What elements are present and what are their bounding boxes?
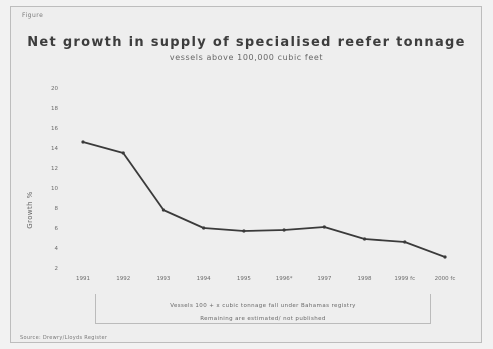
chart-note: Vessels 100 + x cubic tonnage fall under… xyxy=(95,300,431,326)
data-point xyxy=(202,226,206,230)
x-tick-label: 1994 xyxy=(197,276,211,282)
y-tick-label: 12 xyxy=(51,166,58,172)
x-tick-label: 1995 xyxy=(237,276,251,282)
data-point xyxy=(81,140,85,144)
figure-label: Figure xyxy=(22,12,44,19)
y-tick-label: 4 xyxy=(55,246,59,252)
y-tick-label: 2 xyxy=(55,266,59,272)
x-tick-label: 1991 xyxy=(76,276,90,282)
x-tick-label: 2000 fc xyxy=(435,276,456,282)
data-point xyxy=(282,228,286,232)
data-point xyxy=(161,208,166,212)
note-bracket xyxy=(95,294,431,324)
series-line xyxy=(82,141,446,258)
data-point xyxy=(362,237,367,241)
y-tick-label: 8 xyxy=(55,206,59,212)
chart-title: Net growth in supply of specialised reef… xyxy=(27,35,466,50)
y-tick-label: 18 xyxy=(51,106,58,112)
y-tick-label: 16 xyxy=(51,126,58,132)
source-note: Source: Drewry/Lloyds Register xyxy=(20,335,108,341)
data-point xyxy=(403,240,407,244)
data-point xyxy=(121,151,125,155)
x-tick-label: 1996* xyxy=(276,276,293,282)
chart-note-line-1: Vessels 100 + x cubic tonnage fall under… xyxy=(170,303,356,309)
x-tick-label: 1997 xyxy=(317,276,331,282)
data-point xyxy=(242,229,246,233)
y-tick-label: 20 xyxy=(51,86,58,92)
y-tick-label: 6 xyxy=(55,226,59,232)
chart-note-line-2: Remaining are estimated/ not published xyxy=(200,316,326,322)
chart-subtitle: vessels above 100,000 cubic feet xyxy=(169,53,324,62)
chart-frame xyxy=(10,6,482,343)
x-tick-label: 1992 xyxy=(116,276,130,282)
y-tick-label: 10 xyxy=(51,186,58,192)
x-tick-label: 1998 xyxy=(358,276,372,282)
data-point xyxy=(322,225,326,229)
x-tick-label: 1999 fc xyxy=(394,276,415,282)
data-point xyxy=(443,255,447,259)
y-tick-label: 14 xyxy=(51,146,58,152)
x-tick-label: 1993 xyxy=(156,276,170,282)
